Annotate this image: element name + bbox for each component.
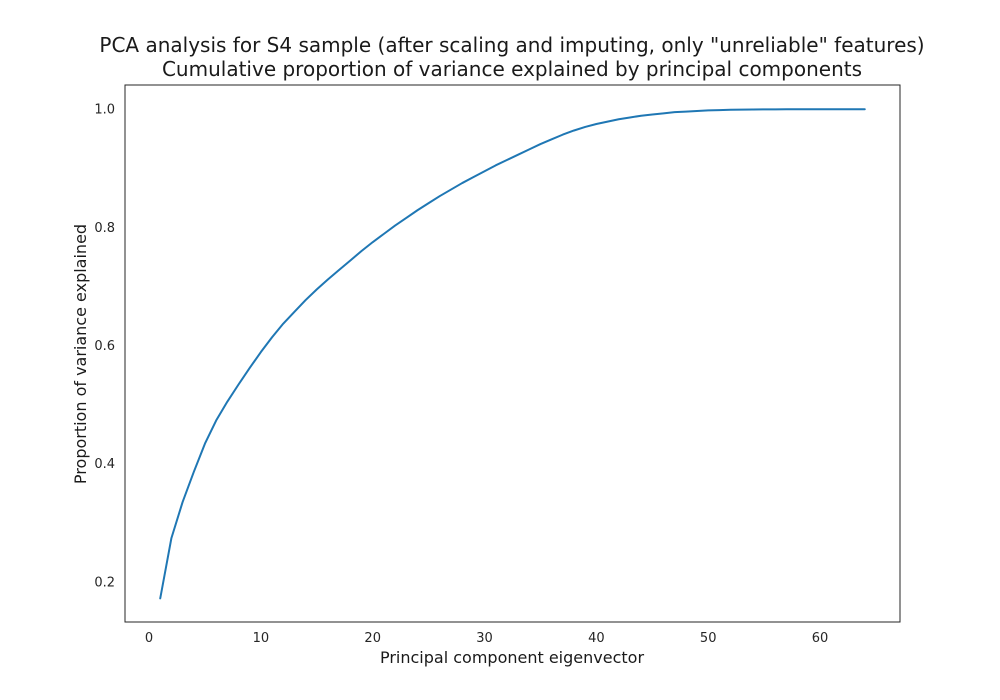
x-tick-label: 0 [145, 631, 153, 646]
x-tick-label: 50 [700, 631, 717, 646]
x-tick-group: 0 10 20 30 40 50 60 [145, 631, 828, 646]
y-axis-label: Proportion of variance explained [71, 224, 90, 484]
chart-subtitle: Cumulative proportion of variance explai… [162, 57, 862, 81]
plot-area [124, 84, 901, 623]
x-tick-label: 10 [253, 631, 270, 646]
y-tick-label: 0.6 [94, 339, 115, 354]
x-axis-label: Principal component eigenvector [380, 648, 644, 667]
chart-title: PCA analysis for S4 sample (after scalin… [99, 33, 924, 57]
x-tick-label: 30 [476, 631, 493, 646]
y-tick-group: 0.2 0.4 0.6 0.8 1.0 [94, 103, 115, 591]
x-tick-label: 40 [588, 631, 605, 646]
y-tick-label: 0.4 [94, 457, 115, 472]
y-tick-label: 0.8 [94, 221, 115, 236]
x-tick-label: 20 [364, 631, 381, 646]
x-tick-label: 60 [812, 631, 829, 646]
series-line [159, 108, 866, 600]
y-tick-label: 0.2 [94, 575, 115, 590]
y-tick-label: 1.0 [94, 103, 115, 118]
